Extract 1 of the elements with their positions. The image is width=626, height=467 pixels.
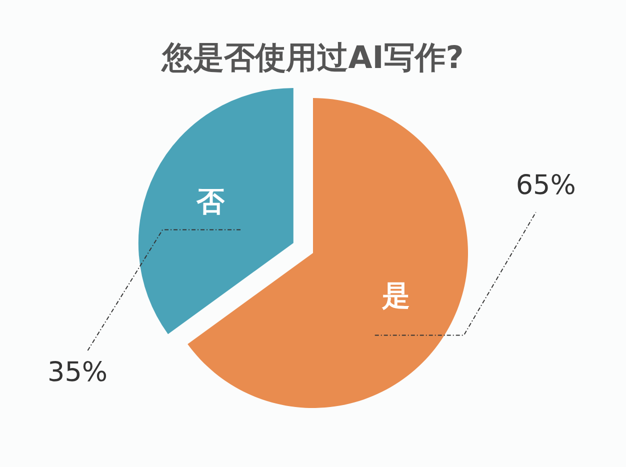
title: 您是否使用过AI写作? xyxy=(162,40,464,76)
